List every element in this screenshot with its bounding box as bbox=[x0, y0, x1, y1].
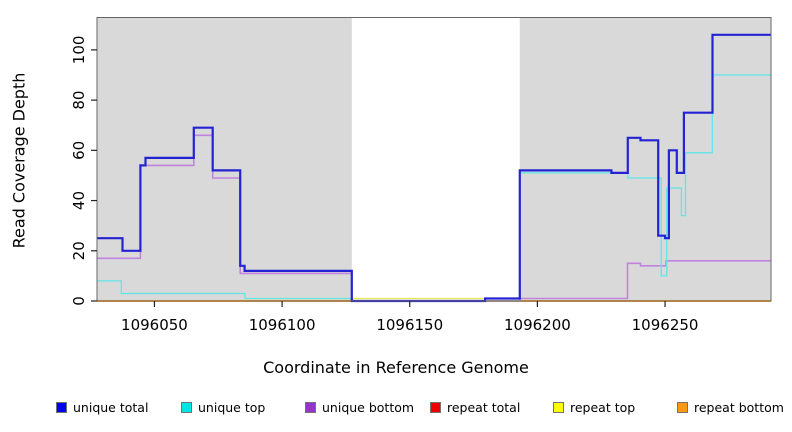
series-line-unique-total bbox=[97, 33, 771, 303]
legend-swatch-icon bbox=[56, 401, 67, 413]
legend-label: unique bottom bbox=[322, 399, 415, 415]
x-tick-label: 1096050 bbox=[121, 316, 188, 334]
legend-swatch-icon bbox=[181, 401, 192, 413]
y-tick-label: 80 bbox=[70, 91, 88, 110]
x-axis-label: Coordinate in Reference Genome bbox=[263, 358, 529, 377]
legend-label: repeat top bbox=[570, 399, 636, 415]
x-tick-label: 1096100 bbox=[249, 316, 316, 334]
legend-item-repeat-top: repeat top bbox=[553, 398, 636, 416]
x-tick-label: 1096150 bbox=[376, 316, 443, 334]
x-tick-label: 1096200 bbox=[504, 316, 571, 334]
legend-item-unique-top: unique top bbox=[181, 398, 266, 416]
y-tick-label: 100 bbox=[70, 36, 88, 65]
legend: unique total unique top unique bottom repea… bbox=[0, 398, 792, 420]
legend-item-unique-total: unique total bbox=[56, 398, 149, 416]
legend-label: repeat total bbox=[447, 399, 521, 415]
legend-item-unique-bottom: unique bottom bbox=[305, 398, 415, 416]
repeat-masked-region-left bbox=[97, 17, 352, 301]
legend-label: repeat bottom bbox=[694, 399, 784, 415]
y-tick-label: 20 bbox=[70, 241, 88, 260]
legend-swatch-icon bbox=[305, 401, 316, 413]
series-line-unique-top bbox=[97, 74, 771, 302]
legend-swatch-icon bbox=[677, 401, 688, 413]
y-axis-label: Read Coverage Depth bbox=[9, 72, 29, 249]
repeat-masked-region-right bbox=[519, 17, 771, 301]
legend-label: unique top bbox=[198, 399, 266, 415]
legend-item-repeat-total: repeat total bbox=[430, 398, 521, 416]
plot-box bbox=[96, 17, 772, 302]
legend-item-repeat-bottom: repeat bottom bbox=[677, 398, 784, 416]
legend-swatch-icon bbox=[553, 401, 564, 413]
x-tick-label: 1096250 bbox=[632, 316, 699, 334]
y-tick-label: 60 bbox=[70, 141, 88, 160]
y-tick-label: 40 bbox=[70, 191, 88, 210]
legend-swatch-icon bbox=[430, 401, 441, 413]
y-tick-label: 0 bbox=[70, 296, 88, 306]
legend-label: unique total bbox=[73, 399, 149, 415]
